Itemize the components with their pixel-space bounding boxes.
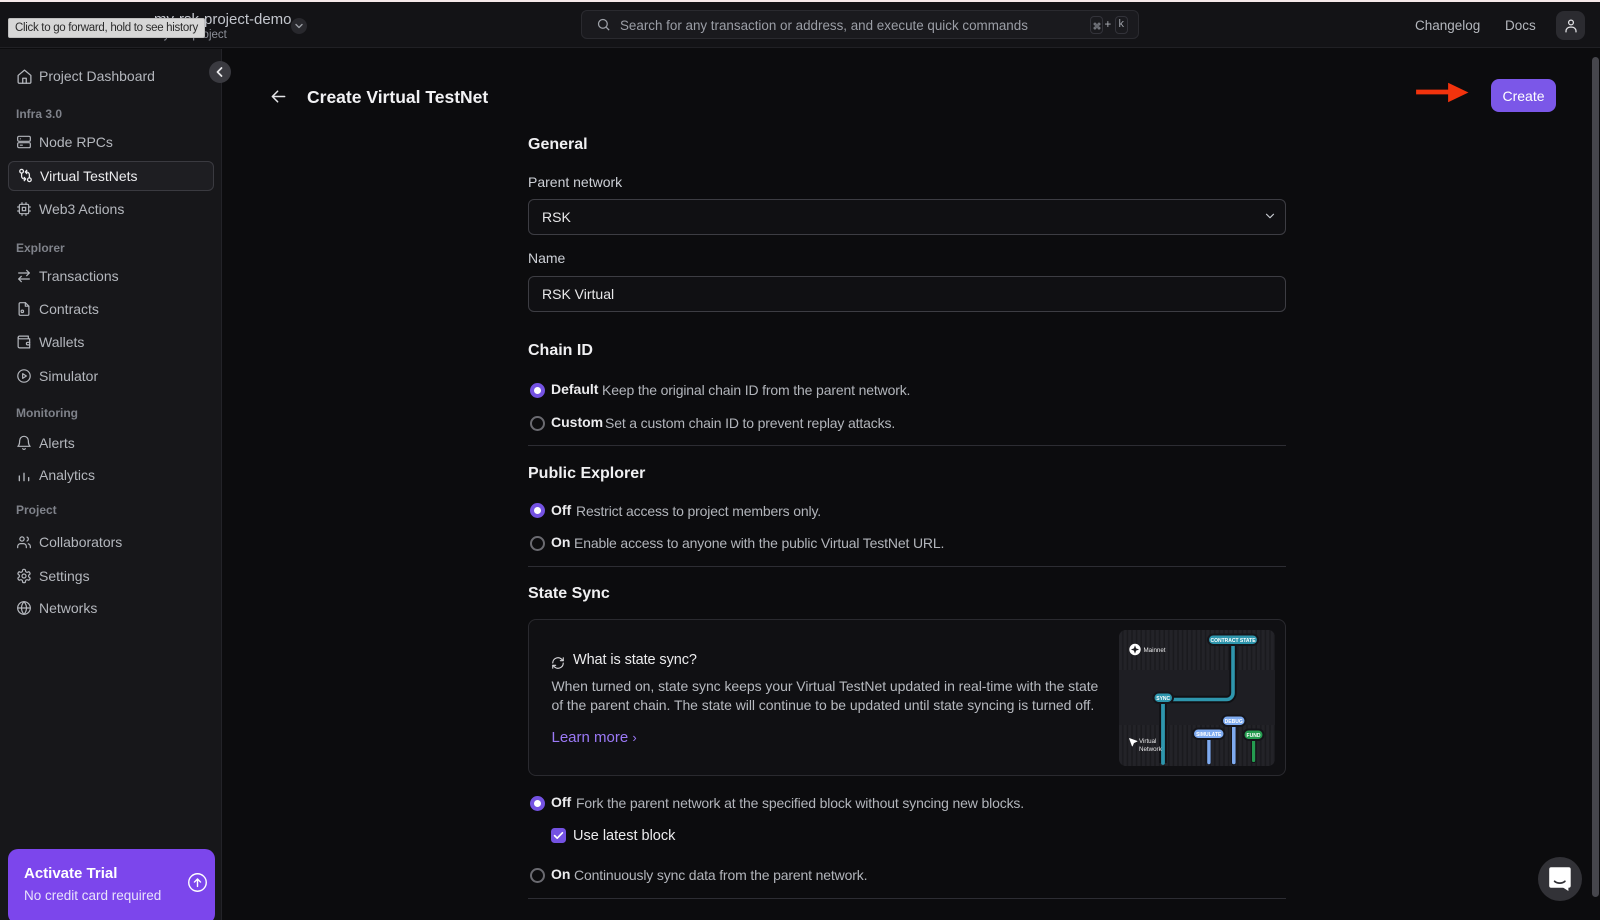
- svg-text:FUND: FUND: [1246, 733, 1260, 739]
- svg-text:Network: Network: [1139, 746, 1163, 753]
- svg-text:CONTRACT STATE: CONTRACT STATE: [1210, 638, 1256, 644]
- svg-text:Virtual: Virtual: [1139, 738, 1156, 745]
- svg-text:SIMULATE: SIMULATE: [1196, 732, 1222, 738]
- svg-text:SYNC: SYNC: [1156, 696, 1170, 702]
- svg-text:Mainnet: Mainnet: [1143, 647, 1165, 654]
- svg-text:DEBUG: DEBUG: [1224, 719, 1242, 725]
